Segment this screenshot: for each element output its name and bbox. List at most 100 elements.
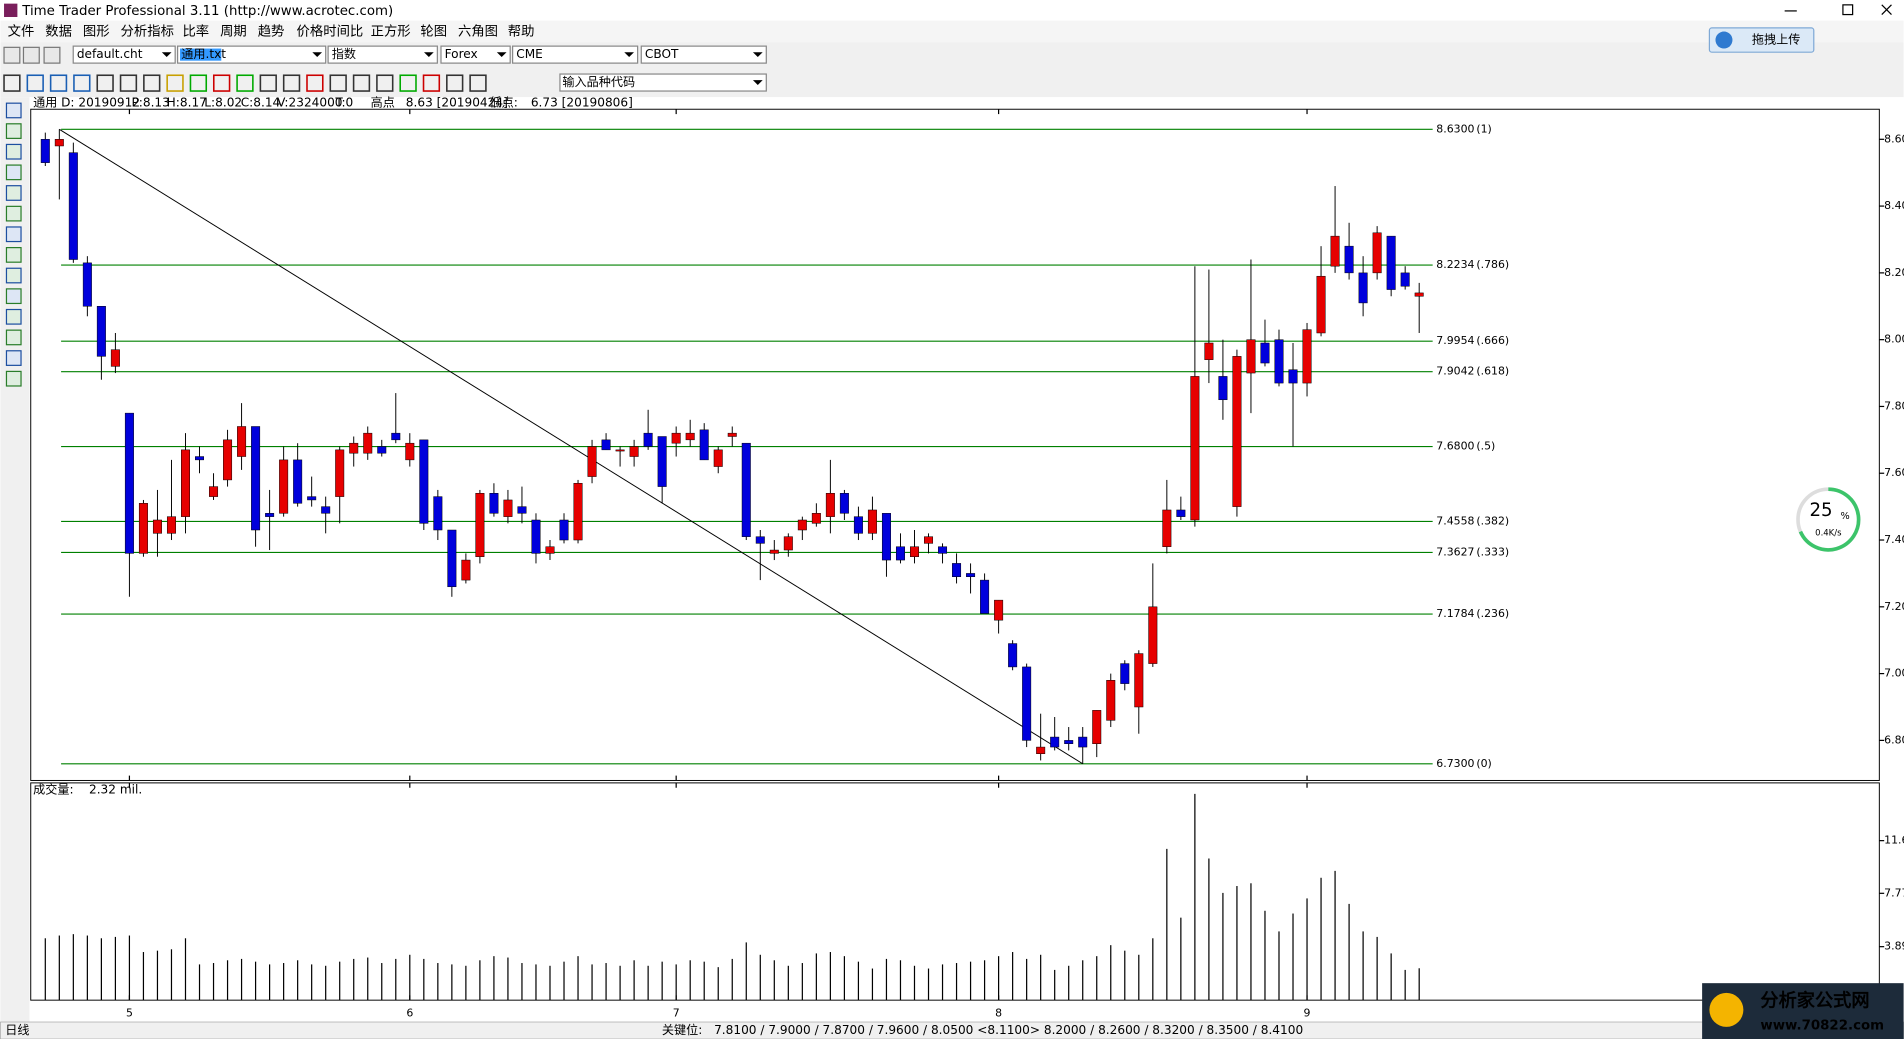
candle-body [1358, 272, 1368, 304]
upload-button[interactable] [1708, 27, 1815, 53]
side-tool-icon[interactable] [5, 102, 22, 119]
candle-body [755, 536, 765, 544]
candle-body [1386, 235, 1396, 290]
tool-icon[interactable] [376, 74, 394, 92]
watermark-logo [1709, 992, 1744, 1027]
candle-body [1134, 653, 1144, 708]
candle-body [811, 513, 821, 524]
status-key-label: 关键位: [662, 1022, 702, 1037]
fib-level-value: 7.3627 [1436, 545, 1474, 558]
candle-body [1050, 736, 1060, 748]
tool-icon[interactable] [3, 74, 21, 92]
candle-body [839, 493, 849, 514]
menu-item[interactable]: 分析指标 [121, 24, 174, 40]
side-tool-icon[interactable] [5, 308, 22, 325]
menu-item[interactable]: 比率 [182, 23, 209, 40]
side-tool-icon[interactable] [5, 205, 22, 222]
symbol-input[interactable] [559, 73, 767, 92]
menu-item[interactable]: 周期 [220, 24, 247, 40]
tool-icon[interactable] [143, 74, 161, 92]
tool-icon[interactable] [73, 74, 91, 92]
dropdown[interactable] [640, 45, 767, 64]
tool-icon[interactable] [212, 74, 231, 92]
candle-body [1344, 245, 1354, 274]
menu-item[interactable]: 正方形 [371, 24, 411, 40]
close-button[interactable] [1881, 4, 1892, 15]
candle-body [335, 449, 345, 497]
candle-body [1008, 643, 1018, 668]
dropdown-text: 指数 [332, 46, 356, 61]
dropdown[interactable] [512, 45, 639, 64]
menu-item[interactable]: 轮图 [420, 24, 447, 40]
fib-level-value: 7.6800 [1436, 440, 1474, 453]
candle-body [797, 519, 807, 531]
menu-item[interactable]: 价格时间比 [297, 24, 364, 40]
tool-icon[interactable] [166, 74, 184, 92]
tool-icon[interactable] [399, 74, 417, 92]
candle-body [349, 442, 359, 454]
candle-body [685, 432, 695, 441]
candle-body [377, 446, 387, 454]
side-tool-icon[interactable] [5, 143, 22, 160]
tool-icon[interactable] [119, 74, 138, 92]
toolbar-icon[interactable] [22, 46, 40, 64]
volume-last: 2.32 mil. [89, 783, 142, 797]
network-percent: 25 [1809, 500, 1832, 521]
candle-body [124, 412, 134, 554]
upload-icon [1715, 31, 1733, 49]
side-tool-icon[interactable] [5, 247, 22, 263]
tool-icon[interactable] [422, 74, 441, 92]
toolbar-icon[interactable] [43, 46, 61, 64]
tool-icon[interactable] [352, 74, 371, 92]
tool-icon[interactable] [96, 74, 114, 92]
candle-body [152, 519, 162, 534]
tool-icon[interactable] [329, 74, 347, 92]
side-tool-icon[interactable] [5, 123, 22, 139]
menu-item[interactable]: 图形 [83, 24, 110, 40]
side-tool-icon[interactable] [5, 329, 22, 346]
tool-icon[interactable] [189, 74, 208, 92]
candle-body [1036, 746, 1046, 754]
candle-body [994, 599, 1004, 621]
tool-icon[interactable] [446, 74, 464, 92]
side-tool-icon[interactable] [5, 185, 22, 201]
menu-item[interactable]: 趋势 [258, 24, 285, 40]
side-tool-icon[interactable] [5, 164, 22, 181]
candle-body [1022, 666, 1032, 741]
side-tool-icon[interactable] [5, 288, 22, 305]
status-key-levels: 7.8100 / 7.9000 / 7.8700 / 7.9600 / 8.05… [714, 1023, 1303, 1037]
restore-button[interactable] [1842, 4, 1854, 16]
y-tick-label: 7.40 [1884, 533, 1904, 546]
app-icon [4, 3, 18, 17]
side-tool-icon[interactable] [5, 350, 22, 366]
fib-level-value: 7.1784 [1436, 607, 1474, 620]
fib-level-ratio: (.382) [1476, 514, 1509, 527]
tool-icon[interactable] [259, 74, 277, 92]
side-tool-icon[interactable] [5, 226, 22, 243]
candle-body [867, 509, 877, 534]
menu-item[interactable]: 数据 [45, 24, 72, 40]
menu-item[interactable]: 文件 [8, 24, 35, 40]
y-tick-label: 7.20 [1884, 600, 1904, 613]
candle-body [1288, 369, 1298, 384]
menu-item[interactable]: 六角图 [458, 24, 498, 40]
tool-icon[interactable] [26, 74, 44, 92]
dropdown[interactable] [440, 45, 511, 64]
tool-icon[interactable] [236, 74, 254, 92]
tool-icon[interactable] [469, 74, 487, 92]
dropdown[interactable] [72, 45, 176, 64]
side-tool-icon[interactable] [5, 370, 22, 387]
candle-body [601, 439, 611, 451]
candle-body [531, 519, 541, 554]
info-high: 8.63 [20190424] [406, 96, 508, 110]
side-tool-icon[interactable] [5, 267, 22, 284]
toolbar-icon[interactable] [3, 46, 21, 64]
candle-body [517, 506, 527, 514]
candle-body [433, 496, 443, 531]
dropdown-arrow [161, 52, 172, 58]
tool-icon[interactable] [306, 74, 324, 92]
tool-icon[interactable] [282, 74, 301, 92]
menu-item[interactable]: 帮助 [508, 24, 535, 40]
tool-icon[interactable] [49, 74, 68, 92]
dropdown[interactable] [327, 45, 438, 64]
